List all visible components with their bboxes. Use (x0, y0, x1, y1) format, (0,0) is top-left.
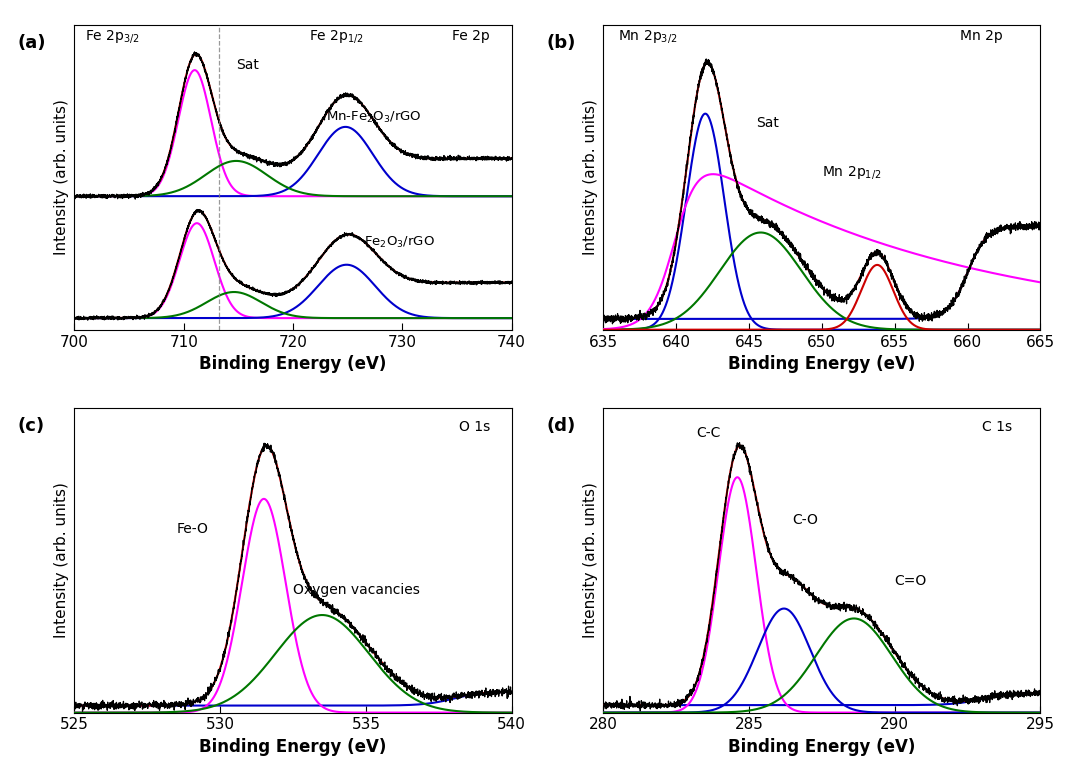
X-axis label: Binding Energy (eV): Binding Energy (eV) (200, 355, 387, 373)
X-axis label: Binding Energy (eV): Binding Energy (eV) (200, 738, 387, 756)
Text: Oxygen vacancies: Oxygen vacancies (293, 583, 420, 597)
Text: Fe 2p: Fe 2p (451, 29, 489, 42)
Text: Fe 2p$_{1/2}$: Fe 2p$_{1/2}$ (310, 28, 364, 45)
Text: (c): (c) (17, 417, 44, 435)
Y-axis label: Intensity (arb. units): Intensity (arb. units) (54, 483, 69, 638)
Text: C-C: C-C (697, 426, 721, 440)
Text: C 1s: C 1s (982, 420, 1012, 434)
Text: Fe 2p$_{3/2}$: Fe 2p$_{3/2}$ (85, 28, 140, 45)
Text: Fe$_2$O$_3$/rGO: Fe$_2$O$_3$/rGO (364, 234, 435, 250)
Y-axis label: Intensity (arb. units): Intensity (arb. units) (583, 99, 597, 255)
Text: Fe-O: Fe-O (176, 522, 208, 536)
X-axis label: Binding Energy (eV): Binding Energy (eV) (728, 738, 916, 756)
Text: C=O: C=O (894, 574, 927, 588)
Text: (d): (d) (546, 417, 576, 435)
Text: C-O: C-O (793, 513, 819, 527)
Text: Sat: Sat (756, 116, 779, 130)
Text: (a): (a) (17, 34, 46, 52)
Y-axis label: Intensity (arb. units): Intensity (arb. units) (583, 483, 597, 638)
Text: Mn 2p$_{1/2}$: Mn 2p$_{1/2}$ (822, 164, 881, 181)
Text: Mn-Fe$_2$O$_3$/rGO: Mn-Fe$_2$O$_3$/rGO (326, 110, 421, 125)
Text: Mn 2p: Mn 2p (960, 29, 1003, 42)
Text: (b): (b) (546, 34, 576, 52)
Text: Mn 2p$_{3/2}$: Mn 2p$_{3/2}$ (618, 28, 677, 45)
Text: O 1s: O 1s (459, 420, 490, 434)
Y-axis label: Intensity (arb. units): Intensity (arb. units) (54, 99, 69, 255)
Text: Sat: Sat (237, 58, 259, 72)
X-axis label: Binding Energy (eV): Binding Energy (eV) (728, 355, 916, 373)
